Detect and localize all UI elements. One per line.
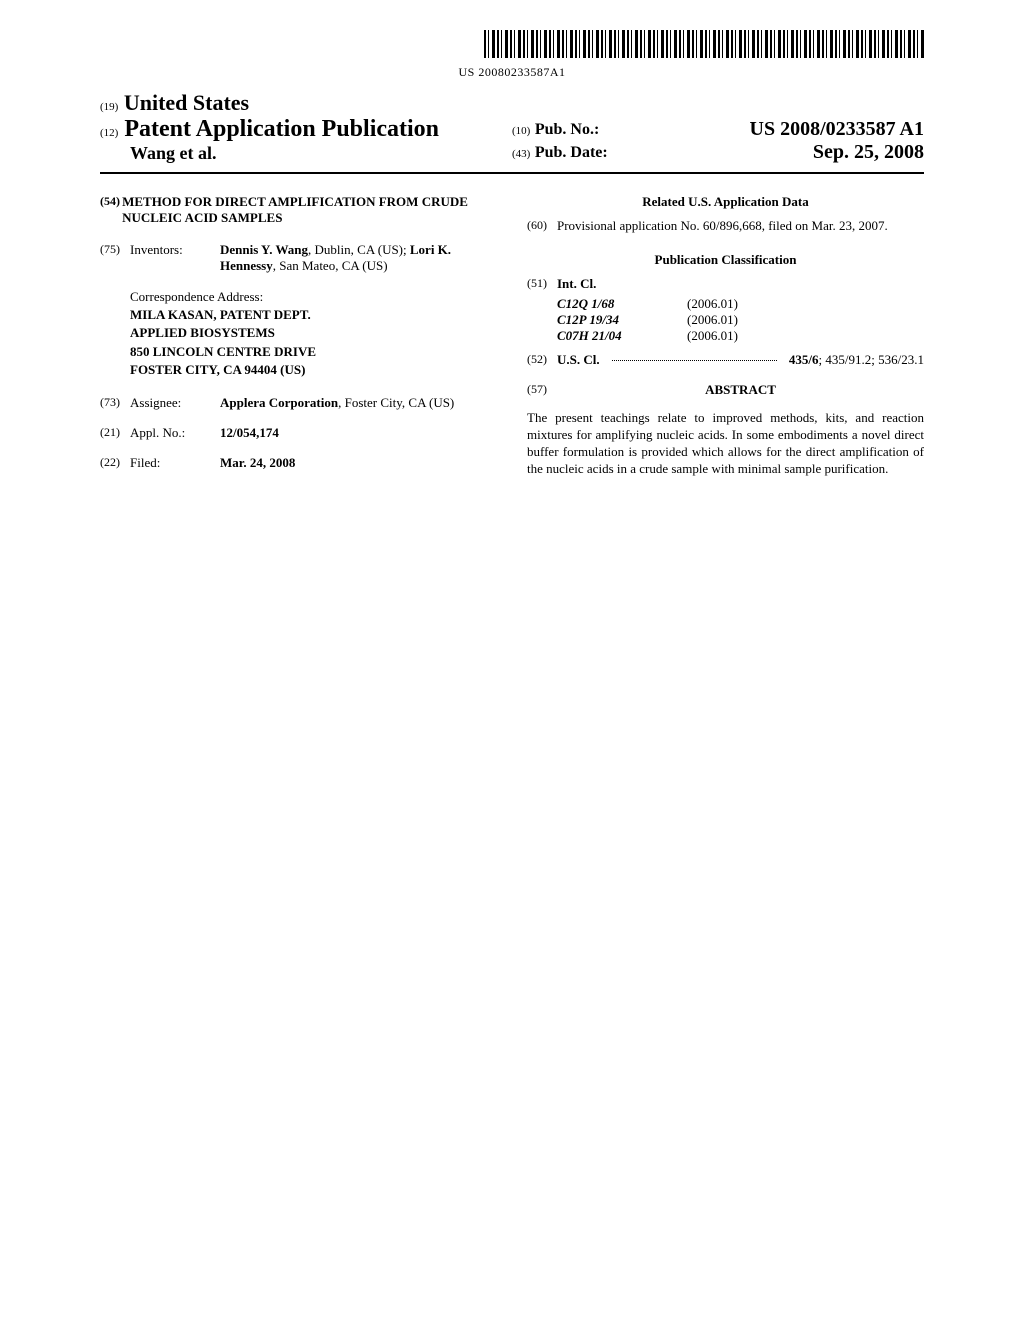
- left-column: (54) METHOD FOR DIRECT AMPLIFICATION FRO…: [100, 194, 497, 485]
- author-line: Wang et al.: [130, 143, 512, 164]
- filed-num: (22): [100, 455, 130, 470]
- related-section: Related U.S. Application Data (60) Provi…: [527, 194, 924, 234]
- ipc-date-0: (2006.01): [687, 296, 738, 312]
- ipc-row-0: C12Q 1/68 (2006.01): [557, 296, 924, 312]
- main-content: (54) METHOD FOR DIRECT AMPLIFICATION FRO…: [100, 194, 924, 485]
- appl-label: Appl. No.:: [130, 425, 220, 441]
- ipc-code-0: C12Q 1/68: [557, 296, 647, 312]
- abstract-heading: ABSTRACT: [557, 382, 924, 398]
- ipc-row-1: C12P 19/34 (2006.01): [557, 312, 924, 328]
- barcode-number: US 20080233587A1: [100, 65, 924, 80]
- intcl-label: Int. Cl.: [557, 276, 924, 292]
- dotted-line: [612, 360, 777, 361]
- inventors-row: (75) Inventors: Dennis Y. Wang, Dublin, …: [100, 242, 497, 274]
- inventors-num: (75): [100, 242, 130, 257]
- country-line: (19) United States: [100, 90, 512, 116]
- doc-type-line: (12) Patent Application Publication: [100, 116, 512, 143]
- ipc-code-2: C07H 21/04: [557, 328, 647, 344]
- correspondence-line2: APPLIED BIOSYSTEMS: [130, 324, 497, 342]
- classification-heading: Publication Classification: [527, 252, 924, 268]
- doc-type-num: (12): [100, 127, 118, 139]
- assignee-num: (73): [100, 395, 130, 410]
- uscl-row: (52) U.S. Cl. 435/6; 435/91.2; 536/23.1: [527, 352, 924, 368]
- uscl-label: U.S. Cl.: [557, 352, 600, 368]
- abstract-num: (57): [527, 382, 557, 397]
- related-heading: Related U.S. Application Data: [527, 194, 924, 210]
- uscl-num: (52): [527, 352, 557, 367]
- inventors-value: Dennis Y. Wang, Dublin, CA (US); Lori K.…: [220, 242, 497, 274]
- pub-no-value: US 2008/0233587 A1: [750, 118, 924, 141]
- assignee-loc: , Foster City, CA (US): [338, 395, 454, 410]
- header-left: (19) United States (12) Patent Applicati…: [100, 90, 512, 164]
- header-row: (19) United States (12) Patent Applicati…: [100, 90, 924, 174]
- abstract-heading-row: (57) ABSTRACT: [527, 382, 924, 406]
- pub-date-num: (43): [512, 148, 530, 160]
- related-text: Provisional application No. 60/896,668, …: [557, 218, 924, 234]
- abstract-text: The present teachings relate to improved…: [527, 410, 924, 478]
- correspondence-line3: 850 LINCOLN CENTRE DRIVE: [130, 343, 497, 361]
- doc-type: Patent Application Publication: [124, 116, 439, 142]
- title-num: (54): [100, 194, 122, 226]
- assignee-value: Applera Corporation, Foster City, CA (US…: [220, 395, 497, 411]
- intcl-num: (51): [527, 276, 557, 291]
- header-right: (10) Pub. No.: US 2008/0233587 A1 (43) P…: [512, 118, 924, 164]
- classification-section: Publication Classification (51) Int. Cl.…: [527, 252, 924, 368]
- appl-no-row: (21) Appl. No.: 12/054,174: [100, 425, 497, 441]
- barcode-graphic: [484, 30, 924, 58]
- invention-title-row: (54) METHOD FOR DIRECT AMPLIFICATION FRO…: [100, 194, 497, 226]
- uscl-values: 435/6; 435/91.2; 536/23.1: [789, 352, 924, 368]
- correspondence-block: Correspondence Address: MILA KASAN, PATE…: [130, 288, 497, 379]
- pub-no-num: (10): [512, 125, 530, 137]
- ipc-code-1: C12P 19/34: [557, 312, 647, 328]
- pub-date-label: Pub. Date:: [535, 144, 608, 161]
- ipc-row-2: C07H 21/04 (2006.01): [557, 328, 924, 344]
- ipc-date-1: (2006.01): [687, 312, 738, 328]
- country-num: (19): [100, 101, 118, 113]
- correspondence-line4: FOSTER CITY, CA 94404 (US): [130, 361, 497, 379]
- appl-num: (21): [100, 425, 130, 440]
- pub-no-line: (10) Pub. No.: US 2008/0233587 A1: [512, 118, 924, 141]
- pub-date-line: (43) Pub. Date: Sep. 25, 2008: [512, 141, 924, 164]
- invention-title: METHOD FOR DIRECT AMPLIFICATION FROM CRU…: [122, 194, 497, 226]
- inventor2-loc: , San Mateo, CA (US): [273, 258, 388, 273]
- pub-date-value: Sep. 25, 2008: [813, 141, 924, 164]
- filed-value: Mar. 24, 2008: [220, 455, 497, 471]
- ipc-list: C12Q 1/68 (2006.01) C12P 19/34 (2006.01)…: [557, 296, 924, 344]
- correspondence-label: Correspondence Address:: [130, 288, 497, 306]
- related-num: (60): [527, 218, 557, 233]
- related-row: (60) Provisional application No. 60/896,…: [527, 218, 924, 234]
- assignee-name: Applera Corporation: [220, 395, 338, 410]
- filed-label: Filed:: [130, 455, 220, 471]
- ipc-date-2: (2006.01): [687, 328, 738, 344]
- barcode-section: US 20080233587A1: [100, 30, 924, 80]
- uscl-rest: ; 435/91.2; 536/23.1: [819, 352, 924, 367]
- uscl-bold: 435/6: [789, 352, 819, 367]
- uscl-line: U.S. Cl. 435/6; 435/91.2; 536/23.1: [557, 352, 924, 368]
- abstract-section: (57) ABSTRACT The present teachings rela…: [527, 382, 924, 478]
- inventor1-loc: , Dublin, CA (US);: [308, 242, 407, 257]
- inventors-label: Inventors:: [130, 242, 220, 258]
- appl-value: 12/054,174: [220, 425, 497, 441]
- assignee-row: (73) Assignee: Applera Corporation, Fost…: [100, 395, 497, 411]
- correspondence-line1: MILA KASAN, PATENT DEPT.: [130, 306, 497, 324]
- inventor1-name: Dennis Y. Wang: [220, 242, 308, 257]
- filed-row: (22) Filed: Mar. 24, 2008: [100, 455, 497, 471]
- pub-no-label: Pub. No.:: [535, 121, 599, 138]
- intcl-row: (51) Int. Cl.: [527, 276, 924, 292]
- assignee-label: Assignee:: [130, 395, 220, 411]
- right-column: Related U.S. Application Data (60) Provi…: [527, 194, 924, 485]
- country-name: United States: [124, 90, 249, 115]
